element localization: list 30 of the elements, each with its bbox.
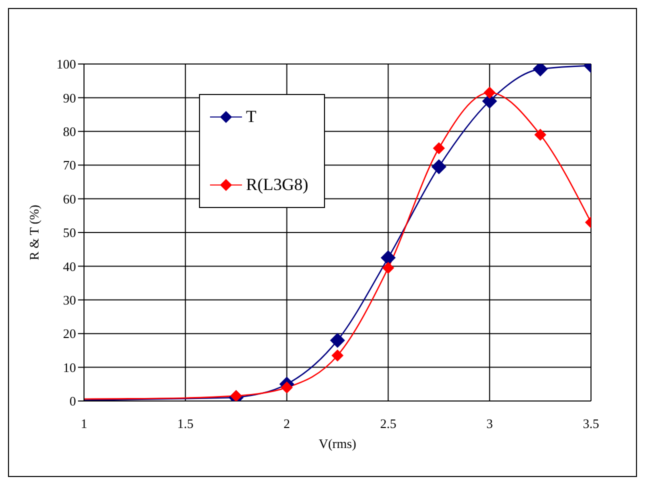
y-tick-label: 40 <box>63 258 76 274</box>
y-tick-label: 70 <box>63 158 76 173</box>
y-tick-label: 90 <box>63 90 76 106</box>
point <box>330 332 345 348</box>
point <box>380 250 396 266</box>
y-axis-title: R & T (%) <box>26 204 42 260</box>
point <box>382 262 394 274</box>
x-tick-label: 2 <box>284 416 290 432</box>
point <box>431 159 446 174</box>
x-tick-label: 1.5 <box>177 416 194 432</box>
point <box>432 142 445 154</box>
point <box>484 86 496 99</box>
y-tick-label: 10 <box>63 360 76 375</box>
y-tick-label: 100 <box>56 56 76 72</box>
legend-label: T <box>246 107 256 127</box>
point <box>534 128 546 141</box>
x-tick-label: 3.5 <box>582 416 600 432</box>
point <box>280 382 293 394</box>
y-tick-label: 20 <box>63 326 76 342</box>
y-tick-label: 30 <box>63 292 76 308</box>
y-tick-label: 0 <box>70 394 76 409</box>
x-axis-title: V(rms) <box>318 436 356 451</box>
x-tick-label: 1 <box>80 416 88 432</box>
x-tick-label: 2.5 <box>380 416 396 432</box>
y-tick-label: 60 <box>63 191 76 206</box>
legend-label: R(L3G8) <box>246 175 308 195</box>
y-tick-label: 50 <box>63 225 76 240</box>
point <box>332 350 344 362</box>
x-tick-label: 3 <box>486 416 493 432</box>
y-tick-label: 80 <box>63 124 76 140</box>
